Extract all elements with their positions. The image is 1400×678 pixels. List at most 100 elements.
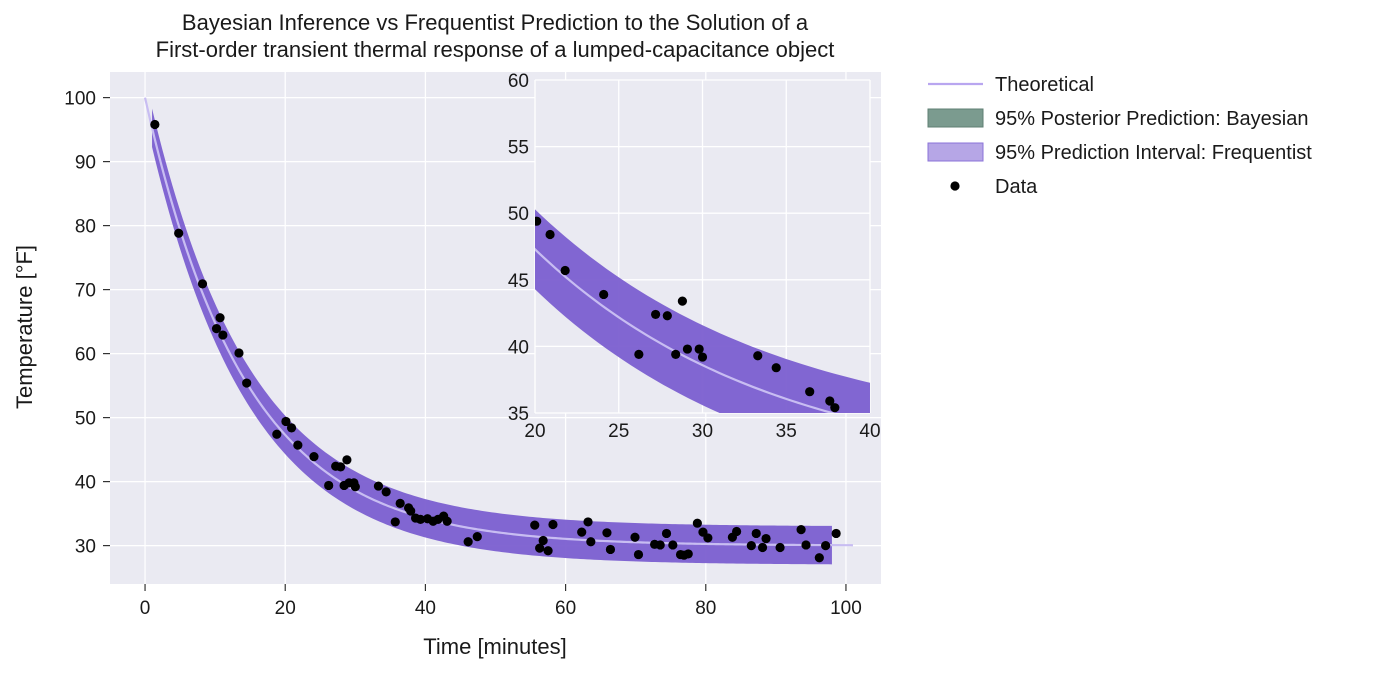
- inset-data-point: [545, 229, 555, 240]
- y-axis-label: Temperature [°F]: [12, 245, 37, 409]
- inset-data-point: [1254, 426, 1263, 435]
- main-data-point: [463, 537, 473, 547]
- inset-data-point: [1239, 447, 1248, 456]
- inset-data-point: [909, 414, 918, 423]
- inset-data-point: [1127, 432, 1136, 441]
- inset-data-point: [1366, 458, 1375, 467]
- main-y-tick-label: 60: [75, 345, 96, 366]
- inset-data-point: [1375, 494, 1384, 503]
- inset-data-point: [1159, 486, 1168, 495]
- inset-data-point: [662, 311, 672, 321]
- main-y-tick-label: 100: [64, 89, 96, 110]
- inset-gridlines: [534, 79, 871, 414]
- inset-data-point: [560, 265, 570, 276]
- main-data-point: [732, 526, 742, 537]
- main-data-point: [583, 517, 593, 527]
- inset-data-point: [677, 296, 688, 306]
- main-x-tick-label: 0: [140, 598, 151, 619]
- main-data-point: [692, 518, 702, 528]
- inset-data-point: [671, 349, 681, 359]
- inset-y-tick-label: 60: [508, 71, 529, 92]
- main-data-point: [336, 462, 346, 472]
- inset-data-point: [825, 396, 835, 406]
- main-y-tick-label: 80: [75, 217, 96, 238]
- main-data-point: [586, 537, 596, 547]
- inset-y-tick-label: 50: [508, 204, 529, 225]
- main-data-point: [796, 525, 806, 535]
- main-data-point: [761, 533, 771, 544]
- main-y-tick-label: 40: [75, 473, 96, 494]
- inset-data-point: [771, 363, 781, 373]
- main-tick-labels: 0 20 40 60 80 100 30 40 50 60 70 80 90 100: [64, 89, 862, 619]
- x-axis-label: Time [minutes]: [423, 634, 566, 659]
- main-data-point: [211, 324, 222, 334]
- inset-y-tick-label: 35: [508, 404, 529, 425]
- main-data-point: [630, 532, 640, 542]
- main-x-tick-label: 20: [275, 598, 296, 619]
- inset-data-point: [1138, 480, 1147, 489]
- main-data-point: [814, 553, 824, 563]
- main-data-point: [242, 378, 252, 388]
- main-data-point: [683, 549, 693, 559]
- main-data-point: [442, 516, 452, 526]
- inset-prediction-band: [535, 209, 870, 413]
- inset-y-tick-label: 55: [508, 138, 529, 159]
- legend-label: 95% Prediction Interval: Frequentist: [995, 142, 1312, 164]
- main-data-point: [577, 527, 587, 537]
- main-data-point: [281, 416, 291, 427]
- inset-axes: 20 25 30 35 40 35 40 45 50 55 60: [508, 71, 1384, 503]
- legend-patch-swatch: [927, 108, 984, 128]
- main-data-point: [324, 480, 334, 491]
- main-y-tick-label: 90: [75, 153, 96, 174]
- main-data-point: [535, 543, 545, 553]
- inset-data-point: [1170, 431, 1179, 440]
- inset-data-point: [989, 456, 998, 465]
- main-data-point: [757, 542, 768, 553]
- main-data-point: [406, 506, 416, 516]
- main-data-point: [538, 535, 548, 546]
- legend: Theoretical 95% Posterior Prediction: Bay…: [927, 74, 1312, 198]
- inset-tick-labels: 20 25 30 35 40 35 40 45 50 55 60: [508, 71, 881, 442]
- inset-data-point: [682, 344, 693, 354]
- main-data-point: [390, 517, 400, 527]
- inset-data-point: [1299, 448, 1308, 457]
- inset-data-point: [1147, 464, 1156, 473]
- main-data-point: [174, 228, 184, 238]
- inset-x-tick-label: 35: [776, 421, 797, 442]
- inset-data-point: [697, 352, 708, 362]
- main-y-tick-label: 50: [75, 409, 96, 430]
- main-data-point: [415, 514, 426, 524]
- main-prediction-band: [152, 108, 832, 565]
- inset-data-point: [651, 309, 661, 320]
- main-data-point: [703, 533, 713, 543]
- main-plot-area: [143, 97, 853, 565]
- main-data-point: [286, 423, 297, 433]
- inset-data-point: [896, 420, 905, 429]
- main-data-point: [381, 487, 391, 497]
- legend-marker-swatch: [950, 181, 960, 191]
- inset-data-point: [634, 349, 644, 359]
- inset-data-point: [830, 403, 840, 413]
- main-data-point: [215, 313, 225, 323]
- main-data-point: [342, 455, 352, 465]
- main-x-tick-label: 80: [695, 598, 716, 619]
- chart-title-line-1: Bayesian Inference vs Frequentist Predic…: [182, 10, 809, 35]
- main-data-point: [293, 440, 303, 450]
- main-data-point: [668, 540, 678, 550]
- main-data-point: [543, 546, 553, 556]
- main-data-point: [775, 542, 785, 553]
- main-y-tick-label: 70: [75, 281, 96, 302]
- main-data-point: [661, 528, 672, 539]
- main-data-point: [234, 348, 244, 358]
- main-data-point: [218, 330, 228, 340]
- main-data-point: [605, 544, 616, 555]
- inset-x-tick-label: 40: [859, 421, 880, 442]
- legend-label: Theoretical: [995, 74, 1094, 96]
- inset-y-tick-label: 45: [508, 271, 529, 292]
- main-data-point: [530, 520, 540, 530]
- main-data-point: [602, 528, 612, 538]
- main-data-point: [548, 519, 558, 530]
- inset-data-point: [1261, 467, 1270, 476]
- main-data-point: [472, 532, 482, 542]
